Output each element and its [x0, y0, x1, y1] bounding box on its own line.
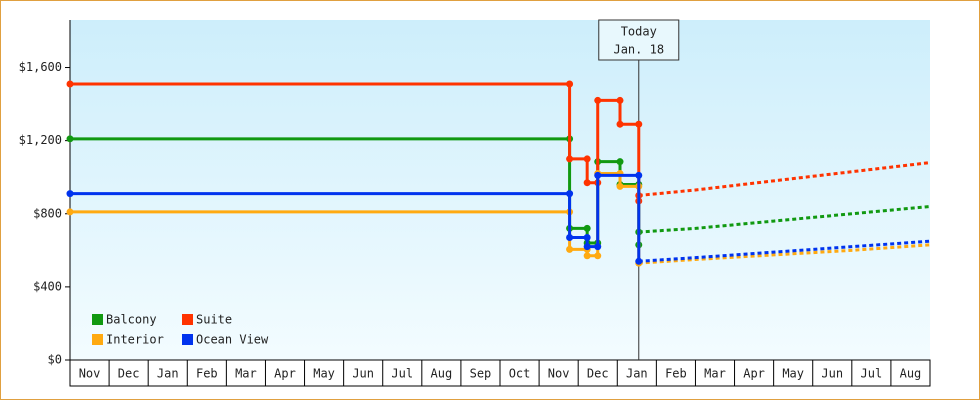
- x-tick-label: Sep: [470, 367, 492, 381]
- point: [66, 135, 74, 143]
- today-label: Today: [621, 25, 657, 39]
- point: [566, 80, 574, 88]
- point: [66, 80, 74, 88]
- x-tick-label: May: [313, 367, 335, 381]
- x-tick-label: Oct: [509, 367, 531, 381]
- legend-label: Suite: [196, 313, 232, 327]
- point: [583, 252, 591, 260]
- x-tick-label: Jul: [861, 367, 883, 381]
- x-tick-label: Dec: [587, 367, 609, 381]
- point: [66, 190, 74, 198]
- legend-label: Ocean View: [196, 333, 269, 347]
- point: [583, 179, 591, 187]
- y-tick-label: $1,600: [19, 60, 62, 74]
- x-tick-label: May: [782, 367, 804, 381]
- today-date: Jan. 18: [613, 43, 664, 57]
- point: [635, 257, 643, 265]
- legend-swatch: [92, 314, 103, 325]
- legend-label: Interior: [106, 333, 164, 347]
- legend-swatch: [92, 334, 103, 345]
- point: [616, 96, 624, 104]
- x-tick-label: Jun: [352, 367, 374, 381]
- forecast-line: [638, 239, 931, 263]
- point: [566, 155, 574, 163]
- x-tick-label: Jul: [391, 367, 413, 381]
- price-line: [70, 82, 641, 201]
- forecast-line: [638, 243, 931, 265]
- point: [594, 171, 602, 179]
- x-tick-label: Aug: [900, 367, 922, 381]
- x-tick-label: Jun: [821, 367, 843, 381]
- point: [594, 252, 602, 260]
- point: [566, 245, 574, 253]
- x-tick-label: Jan: [626, 367, 648, 381]
- y-tick-label: $800: [33, 206, 62, 220]
- forecast-line: [638, 204, 931, 234]
- point: [594, 243, 602, 251]
- y-tick-label: $400: [33, 279, 62, 293]
- point: [566, 190, 574, 198]
- x-tick-label: Mar: [235, 367, 257, 381]
- today-box: [598, 19, 680, 61]
- point: [635, 120, 643, 128]
- legend-label: Balcony: [106, 313, 157, 327]
- x-tick-label: Apr: [274, 367, 296, 381]
- plot-area: [70, 20, 930, 360]
- x-tick-label: Apr: [743, 367, 765, 381]
- x-tick-label: Aug: [431, 367, 453, 381]
- x-tick-label: Dec: [118, 367, 140, 381]
- point: [566, 234, 574, 242]
- point: [583, 234, 591, 242]
- x-tick-label: Jan: [157, 367, 179, 381]
- x-tick-label: Feb: [665, 367, 687, 381]
- legend-swatch: [182, 314, 193, 325]
- x-tick-label: Feb: [196, 367, 218, 381]
- point: [635, 171, 643, 179]
- point: [583, 224, 591, 232]
- point: [616, 158, 624, 166]
- y-tick-label: $0: [48, 353, 62, 367]
- x-tick-label: Mar: [704, 367, 726, 381]
- forecast-line: [638, 161, 931, 197]
- point: [616, 182, 624, 190]
- x-tick-label: Nov: [79, 367, 101, 381]
- y-tick-label: $1,200: [19, 133, 62, 147]
- point: [583, 243, 591, 251]
- point: [594, 96, 602, 104]
- point: [66, 208, 74, 216]
- point: [583, 155, 591, 163]
- point: [616, 120, 624, 128]
- legend-swatch: [182, 334, 193, 345]
- x-tick-label: Nov: [548, 367, 570, 381]
